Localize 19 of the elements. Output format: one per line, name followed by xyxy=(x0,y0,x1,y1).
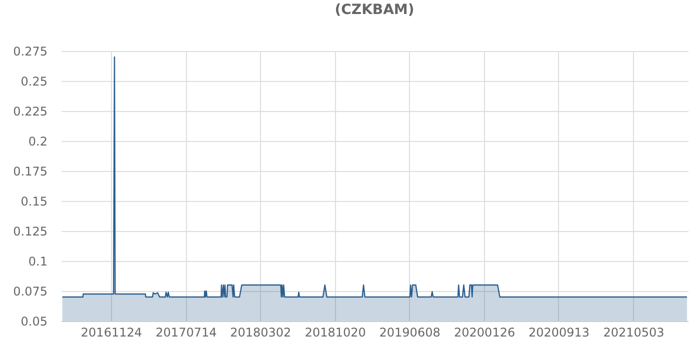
x-tick-label: 20190608 xyxy=(379,326,440,340)
y-tick-label: 0.275 xyxy=(13,44,48,58)
x-tick-label: 20210503 xyxy=(603,326,664,340)
y-tick-label: 0.25 xyxy=(20,74,48,88)
x-tick-label: 20181020 xyxy=(304,326,366,340)
y-tick-label: 0.125 xyxy=(13,224,48,238)
x-tick-label: 20200913 xyxy=(528,326,590,340)
chart-title: (CZKBAM) xyxy=(334,2,414,18)
x-tick-label: 20200126 xyxy=(454,326,516,340)
y-tick-label: 0.15 xyxy=(20,194,48,208)
y-tick-label: 0.05 xyxy=(20,314,48,328)
x-tick-label: 20161124 xyxy=(80,326,142,340)
y-tick-label: 0.225 xyxy=(13,104,48,118)
y-tick-label: 0.075 xyxy=(13,284,48,298)
x-tick-label: 20170714 xyxy=(156,326,217,340)
x-tick-label: 20180302 xyxy=(230,326,292,340)
y-tick-label: 0.1 xyxy=(28,254,48,268)
y-tick-label: 0.2 xyxy=(28,134,48,148)
y-tick-label: 0.175 xyxy=(13,164,48,178)
